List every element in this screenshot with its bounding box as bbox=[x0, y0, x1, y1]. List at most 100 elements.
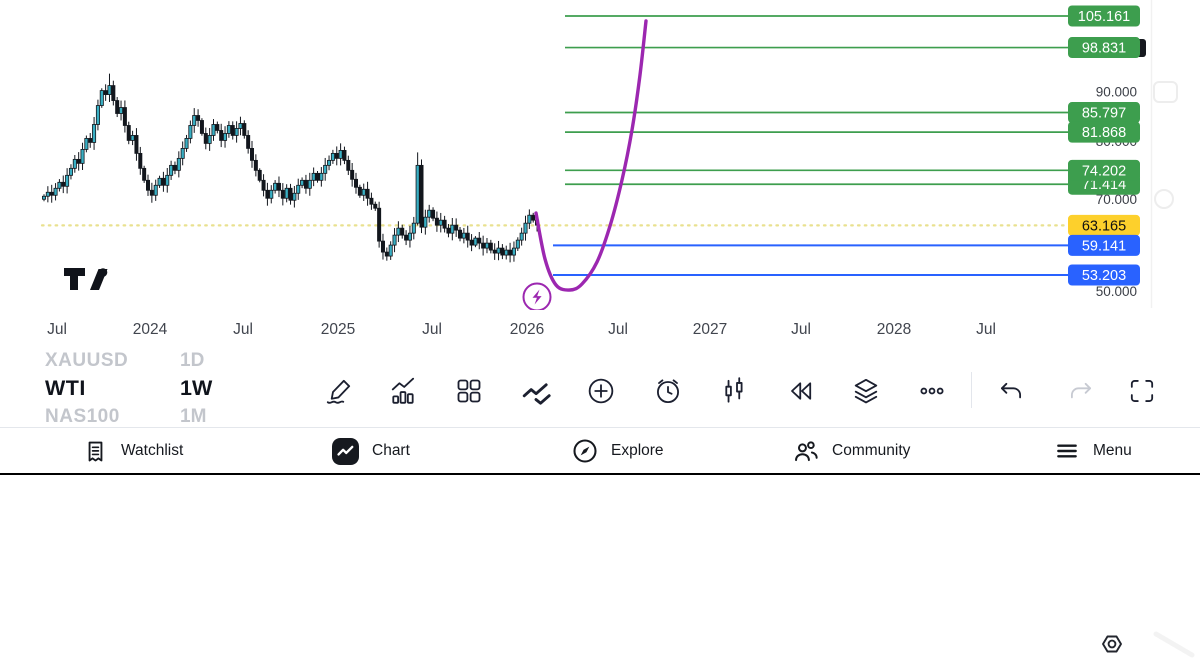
candle-up bbox=[523, 222, 528, 234]
time-axis[interactable]: Jul 2024 Jul 2025 Jul 2026 Jul 2027 Jul 2028 Jul bbox=[0, 310, 1200, 658]
green-price-label[interactable]: 81.868 bbox=[1068, 121, 1140, 143]
green-price-label-bg bbox=[1068, 102, 1140, 124]
menu-icon bbox=[1054, 438, 1080, 464]
candle-down bbox=[400, 227, 405, 236]
candle-up bbox=[361, 188, 366, 196]
nav-item-watchlist[interactable]: Watchlist bbox=[83, 428, 183, 474]
symbol-row-nas100[interactable]: NAS100 1M bbox=[0, 404, 300, 427]
indicators-button[interactable] bbox=[384, 371, 424, 411]
price-chart[interactable]: 90.00080.00070.00050.00071.414105.16198.… bbox=[0, 0, 1200, 310]
candle-up bbox=[223, 133, 228, 141]
candle-up bbox=[238, 123, 243, 129]
candle-down bbox=[230, 125, 235, 136]
candle-up bbox=[211, 124, 216, 136]
more-button[interactable] bbox=[912, 371, 952, 411]
candle-up bbox=[300, 179, 305, 186]
green-price-label[interactable]: 74.202 bbox=[1068, 159, 1140, 181]
candle-down bbox=[88, 138, 93, 143]
layers-button[interactable] bbox=[846, 371, 886, 411]
candle-down bbox=[219, 130, 224, 141]
projection-curve-drawing[interactable] bbox=[534, 19, 648, 292]
candle-down bbox=[458, 229, 463, 239]
add-icon bbox=[588, 378, 614, 404]
candle-up bbox=[319, 172, 324, 181]
candle-down bbox=[122, 107, 127, 126]
green-price-label[interactable]: 98.831 bbox=[1068, 37, 1140, 59]
green-price-label-text: 74.202 bbox=[1082, 163, 1126, 179]
candle-down bbox=[431, 209, 436, 219]
candle-up bbox=[99, 90, 104, 106]
nav-item-explore[interactable]: Explore bbox=[572, 428, 664, 474]
candle-down bbox=[465, 232, 470, 241]
time-axis-label: 2024 bbox=[132, 321, 168, 338]
candle-up bbox=[496, 247, 501, 254]
current-price-label[interactable]: 63.165 bbox=[1068, 214, 1140, 236]
candle-down bbox=[76, 158, 81, 164]
blue-price-label[interactable]: 59.141 bbox=[1068, 234, 1140, 256]
candle-down bbox=[250, 148, 255, 161]
green-price-label-bg bbox=[1068, 37, 1140, 59]
nav-label: Chart bbox=[372, 442, 410, 459]
candle-down bbox=[446, 227, 451, 234]
candle-up bbox=[427, 209, 432, 218]
candle-down bbox=[265, 189, 270, 199]
price-axis-label: 70.000 bbox=[1096, 192, 1137, 207]
add-button[interactable] bbox=[581, 371, 621, 411]
layout-grid-button[interactable] bbox=[449, 371, 489, 411]
candle-up bbox=[527, 214, 532, 224]
blue-price-label[interactable]: 53.203 bbox=[1068, 264, 1140, 286]
undo-button[interactable] bbox=[991, 371, 1031, 411]
multichart-icon bbox=[522, 383, 551, 405]
alert-button[interactable] bbox=[648, 371, 688, 411]
blue-price-label-bg bbox=[1068, 234, 1140, 256]
candle-down bbox=[215, 124, 220, 131]
candle-down bbox=[149, 189, 154, 196]
multichart-button[interactable] bbox=[516, 371, 556, 411]
nav-label: Explore bbox=[611, 442, 664, 459]
symbol-name: WTI bbox=[45, 375, 86, 400]
nav-item-menu[interactable]: Menu bbox=[1054, 428, 1132, 474]
ghost-artifact bbox=[1153, 631, 1195, 658]
axis-settings-icon[interactable] bbox=[1098, 630, 1126, 658]
candle-up bbox=[157, 177, 162, 186]
nav-item-chart[interactable]: Chart bbox=[332, 428, 410, 474]
symbol-name: XAUUSD bbox=[45, 352, 129, 371]
candle-up bbox=[130, 135, 135, 141]
redo-button[interactable] bbox=[1061, 371, 1101, 411]
candle-up bbox=[330, 152, 335, 161]
explore-icon bbox=[572, 438, 598, 464]
symbol-row-wti[interactable]: WTI 1W bbox=[0, 375, 300, 401]
candle-down bbox=[492, 249, 497, 254]
symbol-row-xauusd[interactable]: XAUUSD 1D bbox=[0, 352, 300, 374]
replay-icon bbox=[791, 382, 812, 400]
green-price-label-text: 85.797 bbox=[1082, 106, 1126, 122]
replay-button[interactable] bbox=[781, 371, 821, 411]
fullscreen-button[interactable] bbox=[1122, 371, 1162, 411]
chart-panel[interactable]: 90.00080.00070.00050.00071.414105.16198.… bbox=[0, 0, 1200, 310]
current-price-label-text: 63.165 bbox=[1082, 218, 1126, 234]
candle-down bbox=[246, 135, 251, 149]
ghost-artifact bbox=[1154, 189, 1174, 209]
green-price-label[interactable]: 85.797 bbox=[1068, 102, 1140, 124]
candle-up bbox=[180, 148, 185, 159]
candlestick-series bbox=[42, 73, 540, 263]
candle-down bbox=[303, 179, 308, 189]
timeframe: 1M bbox=[180, 406, 207, 427]
candle-up bbox=[504, 249, 509, 256]
community-icon bbox=[792, 438, 819, 465]
nav-item-community[interactable]: Community bbox=[792, 428, 910, 474]
chart-icon bbox=[332, 437, 359, 465]
chart-style-button[interactable] bbox=[714, 371, 754, 411]
candle-up bbox=[327, 159, 332, 166]
candle-up bbox=[72, 158, 77, 169]
candle-up bbox=[461, 232, 466, 239]
candle-down bbox=[196, 115, 201, 121]
draw-button[interactable] bbox=[319, 371, 359, 411]
candle-down bbox=[199, 120, 204, 134]
tradingview-logo[interactable] bbox=[62, 264, 110, 296]
candle-up bbox=[42, 195, 47, 200]
green-price-label[interactable]: 105.161 bbox=[1068, 5, 1140, 27]
time-axis-label: Jul bbox=[422, 321, 442, 338]
candle-down bbox=[126, 125, 131, 141]
time-axis-label: Jul bbox=[976, 321, 996, 338]
